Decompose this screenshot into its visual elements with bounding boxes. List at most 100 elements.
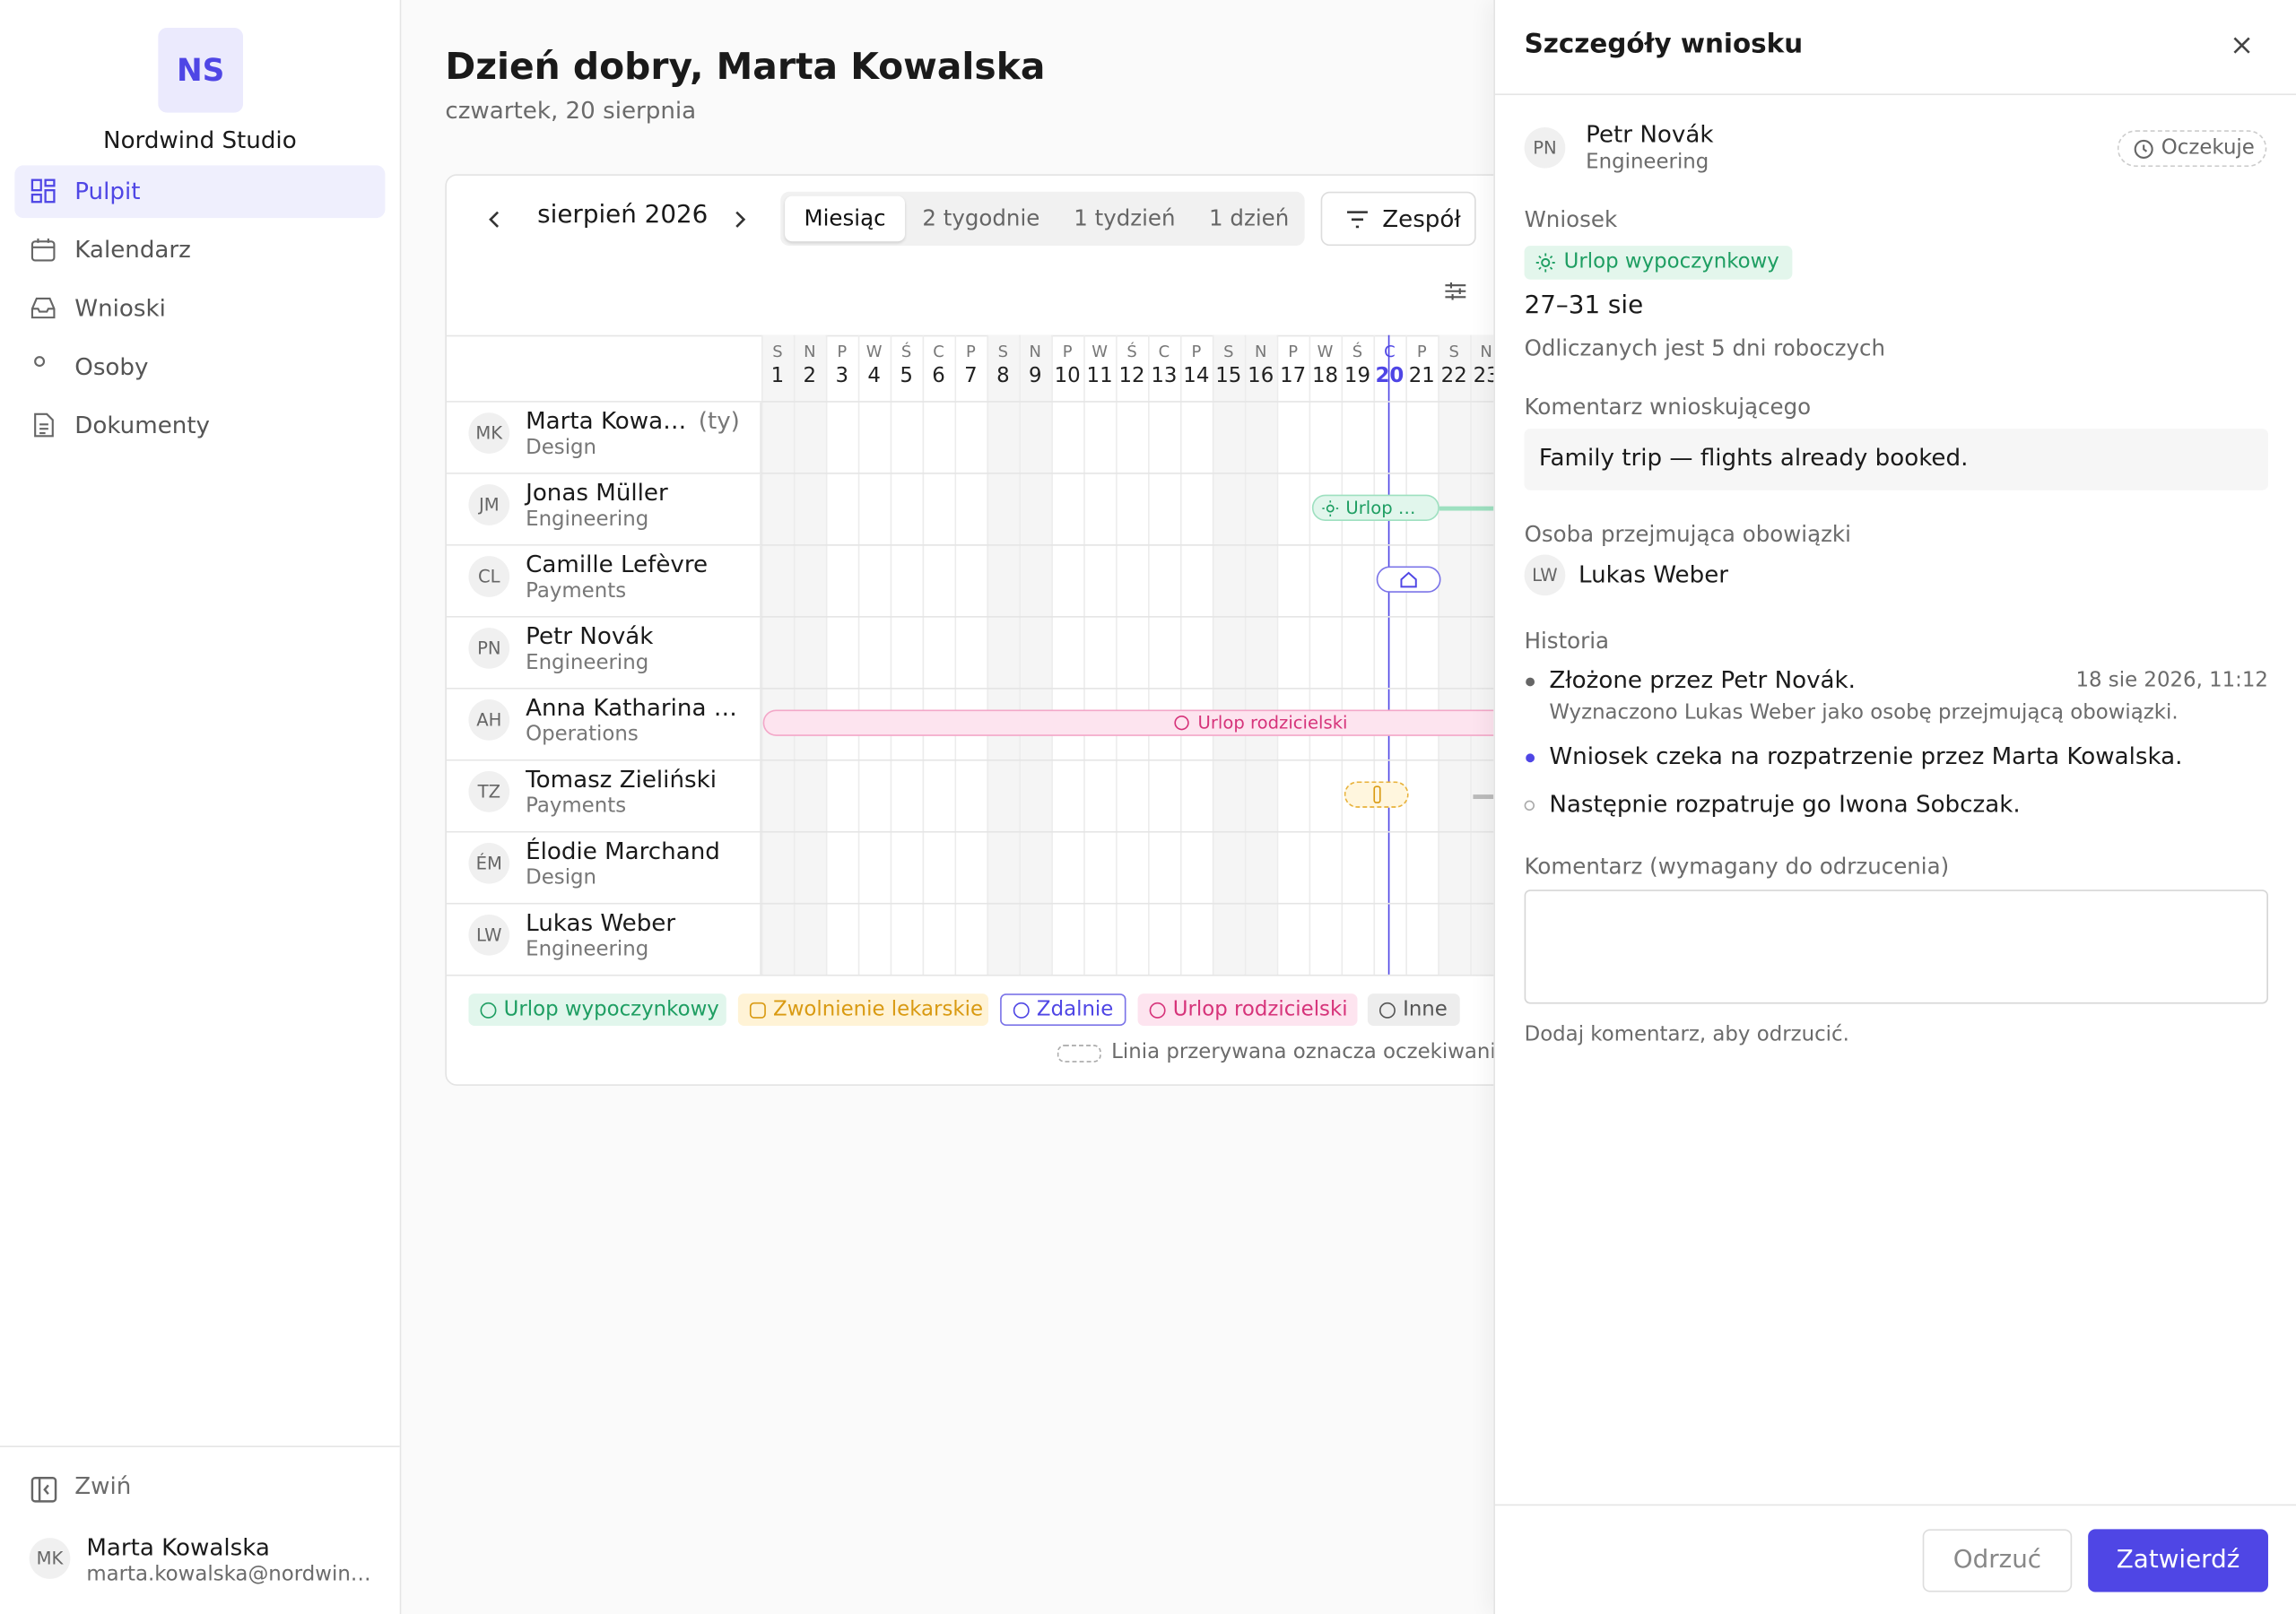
day-column xyxy=(1438,334,1471,975)
day-number: 12 xyxy=(1118,364,1145,388)
day-letter: Ś xyxy=(900,342,912,362)
remote-bar[interactable] xyxy=(1376,566,1441,593)
timeline: S 1 N 2 P 3 W 4 Ś 5 C 6 P 7 S 8 N 9 P 10 W 11 Ś 12 C 13 P 14 S 15 N 16 P… xyxy=(446,334,1788,976)
view-option[interactable]: Miesiąc xyxy=(785,195,905,242)
nav-icon xyxy=(30,239,56,262)
day-number: 9 xyxy=(1028,364,1042,388)
person-name: Petr Novák xyxy=(526,621,654,650)
day-number: 7 xyxy=(964,364,978,388)
divider xyxy=(0,1445,400,1447)
day-letter: Ś xyxy=(1126,342,1137,362)
delegate-label: Osoba przejmująca obowiązki xyxy=(1524,520,1851,548)
view-option[interactable]: 1 tydzień xyxy=(1074,204,1176,231)
next-month[interactable] xyxy=(729,208,750,231)
filter-icon xyxy=(1347,211,1368,229)
legend-item[interactable]: Urlop rodzicielski xyxy=(1137,994,1358,1026)
day-column xyxy=(1276,334,1309,975)
day-column xyxy=(1147,334,1180,975)
bar-icon xyxy=(1174,716,1189,731)
sun-icon xyxy=(1535,253,1555,273)
day-column xyxy=(857,334,891,975)
greeting: Dzień dobry, Marta Kowalska xyxy=(445,45,1046,88)
close-button[interactable] xyxy=(2231,35,2252,56)
day-number: 21 xyxy=(1408,364,1435,388)
legend-icon xyxy=(1013,1002,1030,1018)
org-name: Nordwind Studio xyxy=(103,126,297,154)
day-number: 6 xyxy=(932,364,945,388)
nav-item[interactable]: Kalendarz xyxy=(14,224,385,277)
day-number: 22 xyxy=(1440,364,1467,388)
reject-label: Komentarz (wymagany do odrzucenia) xyxy=(1524,853,1950,880)
status: Oczekuje xyxy=(2161,135,2255,160)
person-name: Jonas Müller xyxy=(526,478,668,507)
day-letter: P xyxy=(837,342,848,362)
day-letter: W xyxy=(865,342,883,362)
comment-label: Komentarz wnioskującego xyxy=(1524,393,1812,421)
legend-icon xyxy=(1149,1002,1166,1018)
day-column xyxy=(1309,334,1342,975)
other-bar xyxy=(1473,794,1494,800)
day-number: 14 xyxy=(1183,364,1210,388)
today-line xyxy=(1387,334,1390,975)
history-label: Historia xyxy=(1524,628,1610,655)
person-name: Élodie Marchand xyxy=(526,837,720,865)
day-number: 1 xyxy=(770,364,785,388)
history-text: Złożone przez Petr Novák. xyxy=(1549,665,1857,694)
day-column xyxy=(1341,334,1374,975)
reject-button[interactable]: Odrzuć xyxy=(1922,1529,2073,1592)
day-column xyxy=(825,334,858,975)
day-column xyxy=(1116,334,1148,975)
day-letter: C xyxy=(933,342,944,362)
row-divider xyxy=(446,974,1765,976)
legend-item[interactable]: Zwolnienie lekarskie xyxy=(737,994,989,1026)
legend-icon xyxy=(749,1002,766,1018)
reject-comment-input[interactable] xyxy=(1524,889,2268,1004)
collapse-icon[interactable] xyxy=(30,1477,57,1503)
day-column xyxy=(1083,334,1116,975)
row-divider xyxy=(446,902,1765,905)
approve-button[interactable]: Zatwierdź xyxy=(2088,1529,2268,1592)
request-type: Urlop wypoczynkowy xyxy=(1524,246,1793,280)
person-team: Payments xyxy=(526,794,627,819)
legend-label: Urlop rodzicielski xyxy=(1172,997,1348,1022)
nav-item[interactable]: Osoby xyxy=(14,341,385,394)
vacation-bar[interactable]: Urlop … xyxy=(1311,494,1439,521)
day-number: 17 xyxy=(1280,364,1307,388)
nav-item[interactable]: Pulpit xyxy=(14,165,386,219)
day-column xyxy=(1179,334,1213,975)
legend-item[interactable]: Inne xyxy=(1367,994,1460,1026)
day-number: 2 xyxy=(803,364,817,388)
filter-button[interactable]: Zespół xyxy=(1320,191,1476,247)
day-column xyxy=(954,334,987,975)
nav-item[interactable]: Dokumenty xyxy=(14,400,385,453)
sun-icon xyxy=(1322,500,1339,517)
nav-item[interactable]: Wnioski xyxy=(14,282,385,335)
day-letter: Ś xyxy=(1352,342,1363,362)
divider xyxy=(1494,1504,2296,1506)
day-letter: P xyxy=(966,342,976,362)
clock-icon xyxy=(2134,139,2153,159)
user-avatar: MK xyxy=(29,1538,71,1579)
row-divider xyxy=(446,473,1765,474)
row-divider xyxy=(446,759,1765,761)
person-avatar: AH xyxy=(468,699,510,741)
dashed-sample xyxy=(1057,1045,1101,1063)
day-letter: C xyxy=(1373,343,1405,361)
collapse-button[interactable]: Zwiń xyxy=(74,1471,132,1500)
history-text: Wniosek czeka na rozpatrzenie przez Mart… xyxy=(1549,742,2183,770)
prev-month[interactable] xyxy=(484,208,505,231)
legend-item[interactable]: Urlop wypoczynkowy xyxy=(468,994,726,1026)
sick-bar[interactable] xyxy=(1344,781,1409,808)
day-column xyxy=(922,334,955,975)
legend-note: Linia przerywana oznacza oczekiwanie xyxy=(1111,1040,1509,1064)
person-name: Petr Novák xyxy=(1586,119,1714,148)
view-option[interactable]: 2 tygodnie xyxy=(922,204,1040,231)
view-option[interactable]: 1 dzień xyxy=(1209,204,1290,231)
legend-item[interactable]: Zdalnie xyxy=(1000,994,1126,1026)
person-team: Design xyxy=(526,436,597,460)
person-avatar: PN xyxy=(1524,126,1566,169)
day-letter: W xyxy=(1317,342,1334,362)
day-column xyxy=(1373,334,1405,975)
settings-icon[interactable] xyxy=(1444,280,1467,303)
